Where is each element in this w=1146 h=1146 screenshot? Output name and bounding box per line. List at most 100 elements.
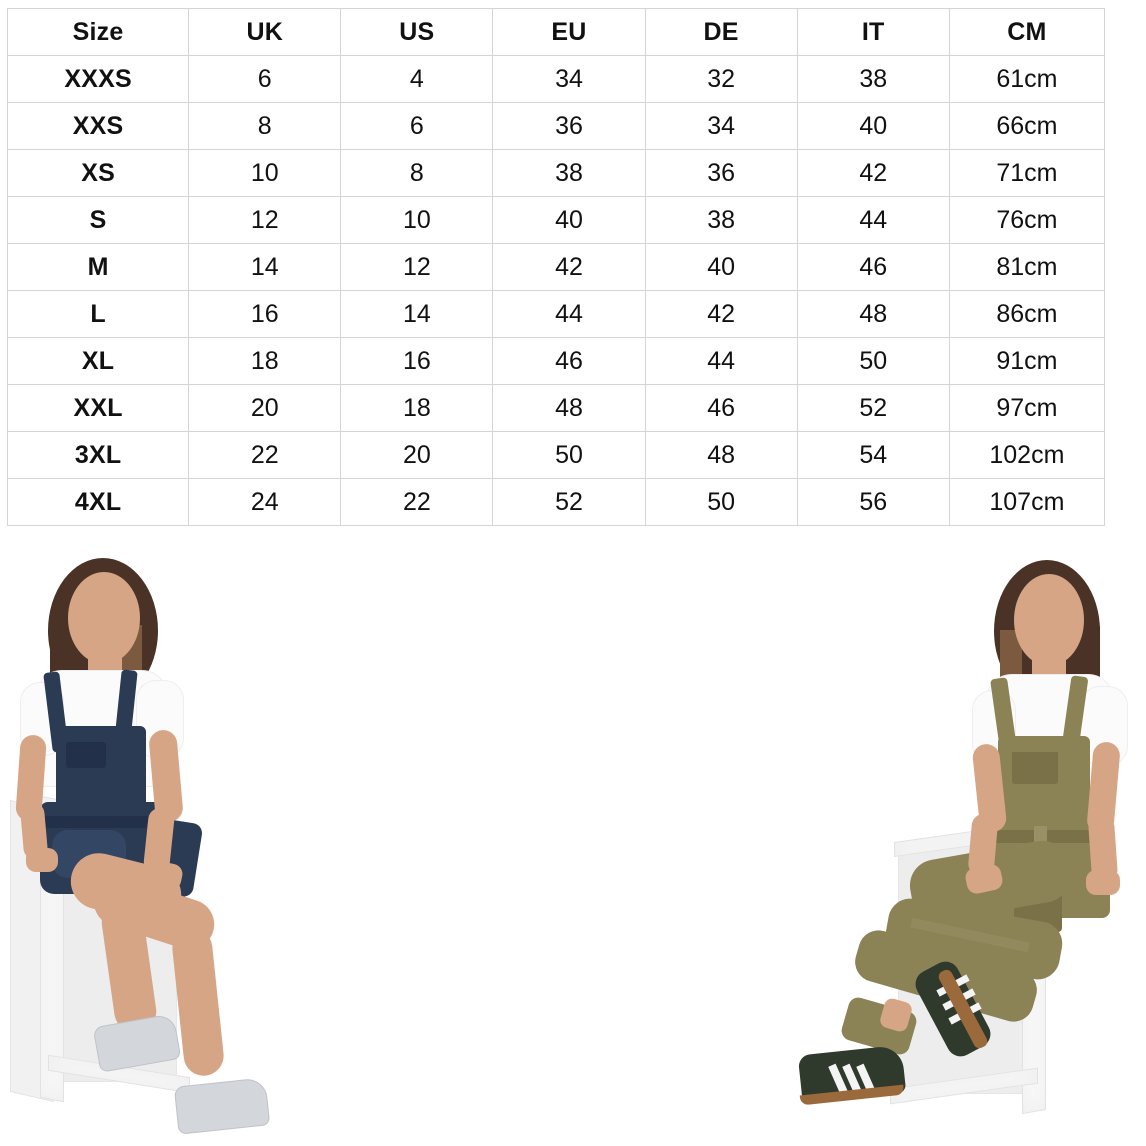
cell-eu: 50 <box>492 431 646 479</box>
cell-de: 40 <box>644 243 798 291</box>
cell-de: 36 <box>644 149 798 197</box>
cell-us: 16 <box>340 337 494 385</box>
cell-de: 44 <box>644 337 798 385</box>
column-header-cm: CM <box>948 8 1106 56</box>
cell-uk: 18 <box>188 337 342 385</box>
cell-it: 56 <box>796 478 950 526</box>
cell-size: XS <box>6 149 190 197</box>
table-row: XL 18 16 46 44 50 91cm <box>6 337 1106 385</box>
cell-eu: 38 <box>492 149 646 197</box>
bib-chest-pocket <box>66 742 106 768</box>
cell-de: 50 <box>644 478 798 526</box>
cell-uk: 8 <box>188 102 342 150</box>
cell-de: 32 <box>644 55 798 103</box>
cell-size: 3XL <box>6 431 190 479</box>
cell-size: XXXS <box>6 55 190 103</box>
dungaree-bib <box>998 736 1090 836</box>
cell-it: 38 <box>796 55 950 103</box>
cell-cm: 86cm <box>948 290 1106 338</box>
cell-it: 44 <box>796 196 950 244</box>
photo-model-olive-cargo-dungarees <box>790 530 1146 1146</box>
cell-size: M <box>6 243 190 291</box>
cell-uk: 14 <box>188 243 342 291</box>
cell-cm: 97cm <box>948 384 1106 432</box>
hand-right <box>1086 870 1120 895</box>
size-chart-table: Size UK US EU DE IT CM XXXS 6 4 34 32 38… <box>6 8 1106 526</box>
cell-cm: 91cm <box>948 337 1106 385</box>
table-row: 3XL 22 20 50 48 54 102cm <box>6 431 1106 479</box>
bib-pocket-flap <box>1012 752 1058 763</box>
column-header-de: DE <box>644 8 798 56</box>
table-row: S 12 10 40 38 44 76cm <box>6 196 1106 244</box>
cell-us: 4 <box>340 55 494 103</box>
column-header-eu: EU <box>492 8 646 56</box>
cell-cm: 81cm <box>948 243 1106 291</box>
cell-it: 52 <box>796 384 950 432</box>
cell-uk: 12 <box>188 196 342 244</box>
cell-us: 12 <box>340 243 494 291</box>
cell-de: 46 <box>644 384 798 432</box>
cell-it: 50 <box>796 337 950 385</box>
table-row: XS 10 8 38 36 42 71cm <box>6 149 1106 197</box>
table-row: L 16 14 44 42 48 86cm <box>6 290 1106 338</box>
cell-it: 48 <box>796 290 950 338</box>
cell-eu: 52 <box>492 478 646 526</box>
cell-it: 42 <box>796 149 950 197</box>
column-header-uk: UK <box>188 8 342 56</box>
cell-size: S <box>6 196 190 244</box>
cell-cm: 66cm <box>948 102 1106 150</box>
table-row: XXS 8 6 36 34 40 66cm <box>6 102 1106 150</box>
cell-eu: 34 <box>492 55 646 103</box>
cell-cm: 76cm <box>948 196 1106 244</box>
cell-uk: 16 <box>188 290 342 338</box>
cell-us: 10 <box>340 196 494 244</box>
cell-us: 14 <box>340 290 494 338</box>
cell-cm: 102cm <box>948 431 1106 479</box>
cell-uk: 6 <box>188 55 342 103</box>
cell-it: 54 <box>796 431 950 479</box>
cell-uk: 10 <box>188 149 342 197</box>
table-row: 4XL 24 22 52 50 56 107cm <box>6 478 1106 526</box>
photo-model-denim-overall-shorts <box>0 530 400 1146</box>
size-chart-container: Size UK US EU DE IT CM XXXS 6 4 34 32 38… <box>6 8 1106 526</box>
cell-it: 46 <box>796 243 950 291</box>
cell-size: XL <box>6 337 190 385</box>
cell-us: 6 <box>340 102 494 150</box>
cell-us: 22 <box>340 478 494 526</box>
cell-eu: 48 <box>492 384 646 432</box>
table-row: M 14 12 42 40 46 81cm <box>6 243 1106 291</box>
product-photo-row <box>0 530 1146 1146</box>
cell-de: 38 <box>644 196 798 244</box>
cell-cm: 71cm <box>948 149 1106 197</box>
shorts-waistband <box>42 816 168 828</box>
cell-cm: 107cm <box>948 478 1106 526</box>
table-header-row: Size UK US EU DE IT CM <box>6 8 1106 56</box>
cell-uk: 24 <box>188 478 342 526</box>
cell-us: 20 <box>340 431 494 479</box>
column-header-us: US <box>340 8 494 56</box>
cell-eu: 44 <box>492 290 646 338</box>
cell-uk: 20 <box>188 384 342 432</box>
cell-uk: 22 <box>188 431 342 479</box>
cell-us: 8 <box>340 149 494 197</box>
cell-it: 40 <box>796 102 950 150</box>
hand-left <box>26 848 58 872</box>
table-row: XXL 20 18 48 46 52 97cm <box>6 384 1106 432</box>
sneaker-right <box>173 1077 271 1135</box>
cell-size: L <box>6 290 190 338</box>
cell-size: 4XL <box>6 478 190 526</box>
column-header-it: IT <box>796 8 950 56</box>
cell-de: 34 <box>644 102 798 150</box>
cell-eu: 42 <box>492 243 646 291</box>
trouser-waistband <box>988 830 1108 843</box>
cell-de: 42 <box>644 290 798 338</box>
cell-eu: 36 <box>492 102 646 150</box>
table-row: XXXS 6 4 34 32 38 61cm <box>6 55 1106 103</box>
cell-size: XXL <box>6 384 190 432</box>
cell-eu: 40 <box>492 196 646 244</box>
column-header-size: Size <box>6 8 190 56</box>
cell-de: 48 <box>644 431 798 479</box>
cell-eu: 46 <box>492 337 646 385</box>
cell-size: XXS <box>6 102 190 150</box>
cell-us: 18 <box>340 384 494 432</box>
